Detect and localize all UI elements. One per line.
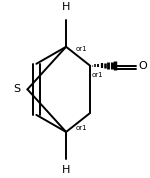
- Text: or1: or1: [92, 72, 104, 78]
- Text: H: H: [62, 2, 70, 12]
- Text: O: O: [138, 61, 147, 70]
- Text: or1: or1: [76, 125, 87, 131]
- Text: or1: or1: [76, 46, 87, 52]
- Text: S: S: [14, 84, 21, 94]
- Text: H: H: [62, 165, 70, 175]
